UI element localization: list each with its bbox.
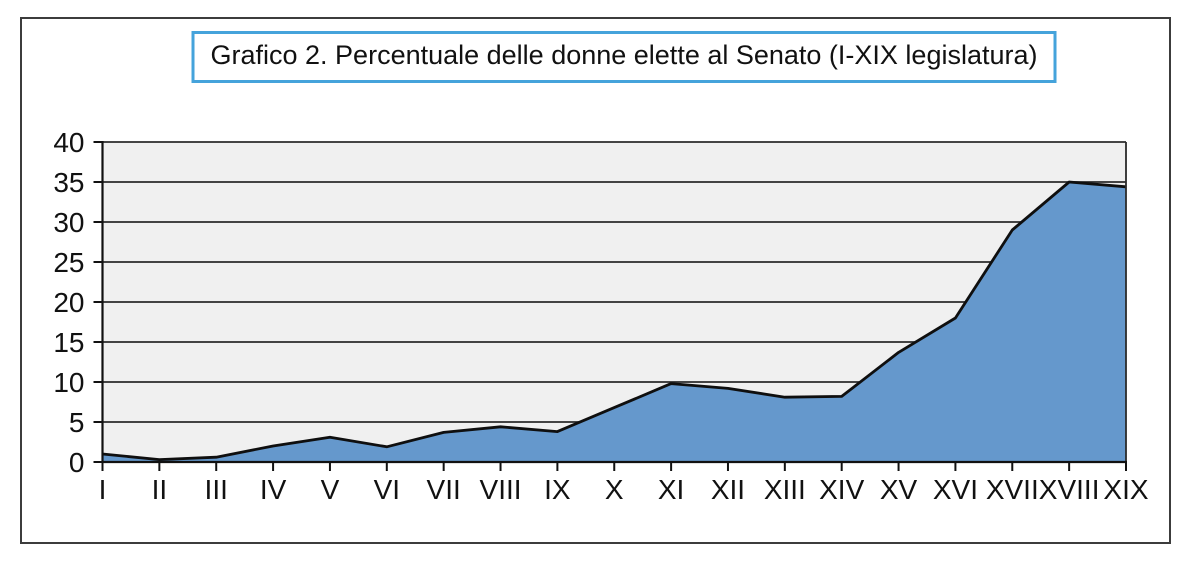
- y-axis-label: 15: [53, 327, 84, 358]
- x-axis-label: VII: [427, 474, 461, 505]
- x-axis-label: XIII: [764, 474, 806, 505]
- x-axis-label: XI: [658, 474, 684, 505]
- x-axis-label: IX: [544, 474, 571, 505]
- series-line: [102, 180, 1127, 462]
- y-axis-label: 5: [69, 407, 85, 438]
- x-axis-label: III: [205, 474, 228, 505]
- y-axis-label: 10: [53, 367, 84, 398]
- x-axis-label: VI: [374, 474, 400, 505]
- x-axis-label: IV: [260, 474, 287, 505]
- x-axis-label: XVII: [986, 474, 1039, 505]
- x-axis-label: II: [152, 474, 168, 505]
- x-axis-label: VIII: [480, 474, 522, 505]
- y-axis-label: 40: [53, 127, 84, 158]
- y-axis-label: 20: [53, 287, 84, 318]
- x-axis-label: XVIII: [1039, 474, 1100, 505]
- y-axis-label: 30: [53, 207, 84, 238]
- x-axis-label: XII: [711, 474, 745, 505]
- x-axis-label: XIX: [1103, 474, 1148, 505]
- x-axis-label: X: [605, 474, 624, 505]
- x-axis-label: XIV: [819, 474, 864, 505]
- chart-title-box: Grafico 2. Percentuale delle donne elett…: [191, 31, 1057, 83]
- y-axis-label: 35: [53, 167, 84, 198]
- x-axis-label: XV: [880, 474, 918, 505]
- area-fill: [102, 182, 1126, 462]
- y-axis-label: 25: [53, 247, 84, 278]
- x-axis-label: XVI: [933, 474, 978, 505]
- chart-title: Grafico 2. Percentuale delle donne elett…: [210, 40, 1038, 70]
- y-axis-label: 0: [69, 447, 85, 478]
- x-axis-label: I: [99, 474, 107, 505]
- x-axis-label: V: [321, 474, 340, 505]
